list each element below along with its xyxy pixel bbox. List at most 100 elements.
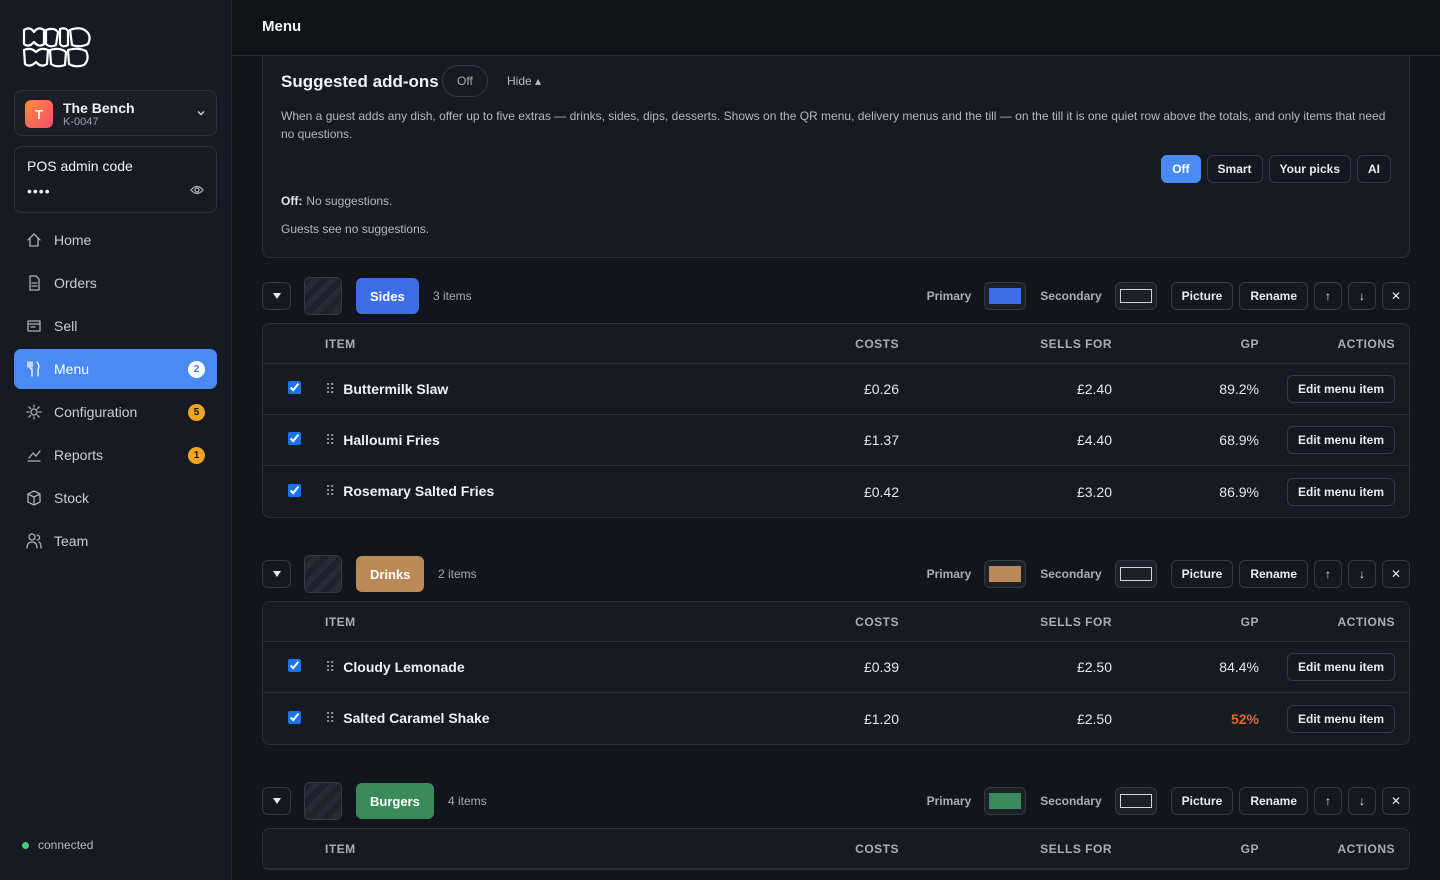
item-checkbox[interactable] [287,659,301,672]
item-checkbox[interactable] [287,710,301,724]
category-picture[interactable] [304,277,342,315]
gp-value: 86.9% [1219,483,1259,500]
category-button[interactable]: Picture [1170,282,1234,310]
nav-item[interactable]: Orders [14,263,217,303]
category-picture[interactable] [304,555,342,593]
nav-item[interactable]: Stock [14,478,217,518]
connection-status: connected [22,838,93,852]
category-picture[interactable] [304,782,342,820]
items-table: ITEM COSTS SELLS FOR GP ACTIONS ⠿ Buttermilk S… [262,323,1410,518]
item-count: 3 items [433,289,472,303]
column-header: SELLS FOR [899,829,1112,869]
sells-for-value: £4.40 [1076,432,1112,448]
cell-gp: 84.4% [1112,642,1259,693]
drag-handle[interactable]: ⠿ [325,658,335,675]
primary-swatch[interactable] [984,787,1027,815]
select-column [263,324,325,364]
edit-button[interactable]: Edit menu item [1286,653,1395,681]
secondary-swatch[interactable] [1114,282,1157,310]
drag-handle[interactable]: ⠿ [325,483,335,499]
category-button[interactable]: ↑ [1314,282,1342,310]
category-button[interactable]: ↓ [1348,787,1376,815]
swatch-color [1119,289,1152,303]
reveal-icon[interactable] [190,184,204,196]
drag-handle[interactable]: ⠿ [325,431,335,448]
category-button[interactable]: Rename [1239,282,1308,310]
drag-handle[interactable]: ⠿ [325,380,335,397]
addons-title: Suggested add-ons [281,72,439,91]
secondary-swatch[interactable] [1114,787,1157,815]
gp-value: 89.2% [1219,381,1259,397]
venue-avatar: T [25,100,53,128]
collapse-button[interactable] [262,282,291,310]
category-tools: Primary Secondary Picture Rename ↑ ↓ ✕ [927,282,1410,310]
mode-button[interactable]: Your picks [1268,155,1351,183]
category-button[interactable]: ↓ [1348,282,1376,310]
category-button[interactable]: ↑ [1314,560,1342,588]
collapse-button[interactable] [262,787,291,815]
mode-selector: Off Smart Your picks AI [1161,155,1391,183]
item-checkbox[interactable] [287,483,301,497]
summary-text: No suggestions. [306,194,393,208]
item-name: Buttermilk Slaw [343,380,449,397]
nav-icon [26,404,42,420]
edit-button[interactable]: Edit menu item [1286,375,1395,403]
venue-name: The Bench [63,100,135,116]
header-row: ITEM COSTS SELLS FOR GP ACTIONS [263,829,1409,869]
mode-button[interactable]: Smart [1206,155,1263,183]
mode-button[interactable]: AI [1357,155,1391,183]
primary-swatch[interactable] [984,282,1027,310]
edit-button[interactable]: Edit menu item [1286,477,1395,506]
category-button[interactable]: Rename [1239,787,1308,815]
select-cell [263,466,325,517]
category-header: Burgers 4 items Primary Secondary Picture Ren… [262,782,1410,820]
sells-for-value: £2.40 [1076,381,1112,397]
nav-item[interactable]: Configuration 5 [14,392,217,432]
nav-item[interactable]: Reports 1 [14,435,217,475]
table-head: ITEM COSTS SELLS FOR GP ACTIONS [263,324,1409,364]
summary-label: Off: [281,194,303,208]
gp-value: 68.9% [1219,432,1259,448]
nav-label: Home [54,232,92,248]
items-table: ITEM COSTS SELLS FOR GP ACTIONS [262,828,1410,870]
cost-value: £0.42 [863,483,899,500]
pos-admin-code: •••• [27,183,51,199]
item-checkbox[interactable] [287,381,301,394]
collapse-button[interactable] [262,560,291,588]
nav-item[interactable]: Sell [14,306,217,346]
edit-button[interactable]: Edit menu item [1286,426,1395,454]
category-button[interactable]: ↑ [1314,787,1342,815]
cell-name: ⠿ Salted Caramel Shake [325,693,699,744]
primary-swatch[interactable] [984,560,1027,588]
nav-item[interactable]: Home [14,220,217,260]
nav-label: Sell [54,318,78,334]
edit-button[interactable]: Edit menu item [1286,704,1395,733]
nav-item[interactable]: Menu 2 [14,349,217,389]
cell-cost: £1.37 [699,415,899,466]
logo[interactable] [22,26,94,70]
category-button[interactable]: ✕ [1382,787,1410,815]
hide-toggle[interactable]: Hide ▴ [507,74,542,88]
select-cell [263,642,325,693]
category-button[interactable]: Picture [1170,787,1234,815]
swatch-color [989,566,1022,582]
nav-item[interactable]: Team [14,521,217,561]
drag-handle[interactable]: ⠿ [325,710,335,726]
swatch-color [1119,794,1152,808]
addons-panel: Suggested add-ons Off Hide ▴ When a gues… [262,56,1410,258]
venue-switcher[interactable]: T The Bench K-0047 [14,90,217,136]
mode-button[interactable]: Off [1161,155,1201,183]
category-button[interactable]: ✕ [1382,560,1410,588]
secondary-swatch[interactable] [1114,560,1157,588]
category-button[interactable]: Picture [1170,560,1234,588]
item-count: 4 items [448,794,487,808]
header-row: ITEM COSTS SELLS FOR GP ACTIONS [263,602,1409,642]
category-button[interactable]: ✕ [1382,282,1410,310]
nav-badge: 5 [188,404,205,421]
item-checkbox[interactable] [287,432,301,445]
cell-sells-for: £2.50 [899,693,1112,744]
category-button[interactable]: ↓ [1348,560,1376,588]
category-button[interactable]: Rename [1239,560,1308,588]
